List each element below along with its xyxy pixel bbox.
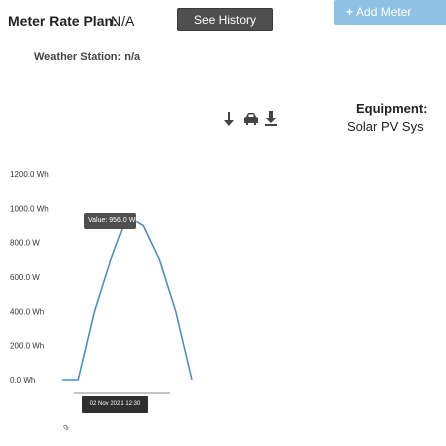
weather-station: Weather Station: n/a [34,51,140,63]
value-tooltip: Value: 956.0 Wh [84,213,139,229]
weather-station-value: n/a [124,51,141,63]
series-line[interactable] [62,214,193,381]
plus-icon: + [346,5,354,19]
meter-rate-plan-value: N/A [111,13,135,29]
x-tick-label: 9 [62,422,72,432]
pin-icon[interactable] [224,112,234,130]
equipment-label: Equipment: [356,101,428,116]
y-tick-label: 800.0 W [10,239,40,248]
y-tick-label: 400.0 Wh [10,307,44,316]
add-meter-label: Add Meter [356,5,412,19]
weather-station-label: Weather Station: [34,51,122,63]
y-tick-label: 200.0 Wh [10,342,44,351]
y-axis: 0.0 Wh 200.0 Wh 400.0 Wh 600.0 W 800.0 W 1000… [10,170,49,385]
y-tick-label: 0.0 Wh [10,376,35,385]
see-history-button[interactable]: See History [177,8,273,31]
y-tick-label: 600.0 W [10,273,40,282]
car-icon[interactable] [243,112,259,130]
download-icon[interactable] [264,111,278,131]
add-meter-button[interactable]: + Add Meter [334,0,446,25]
y-tick-label: 1200.0 Wh [10,170,49,179]
meter-rate-plan-label: Meter Rate Plan: [8,13,118,29]
y-tick-label: 1000.0 Wh [10,204,49,213]
x-axis-tooltip: 02 Nov 2021 12:30 [82,396,148,413]
equipment-value[interactable]: Solar PV Sys [347,119,424,134]
